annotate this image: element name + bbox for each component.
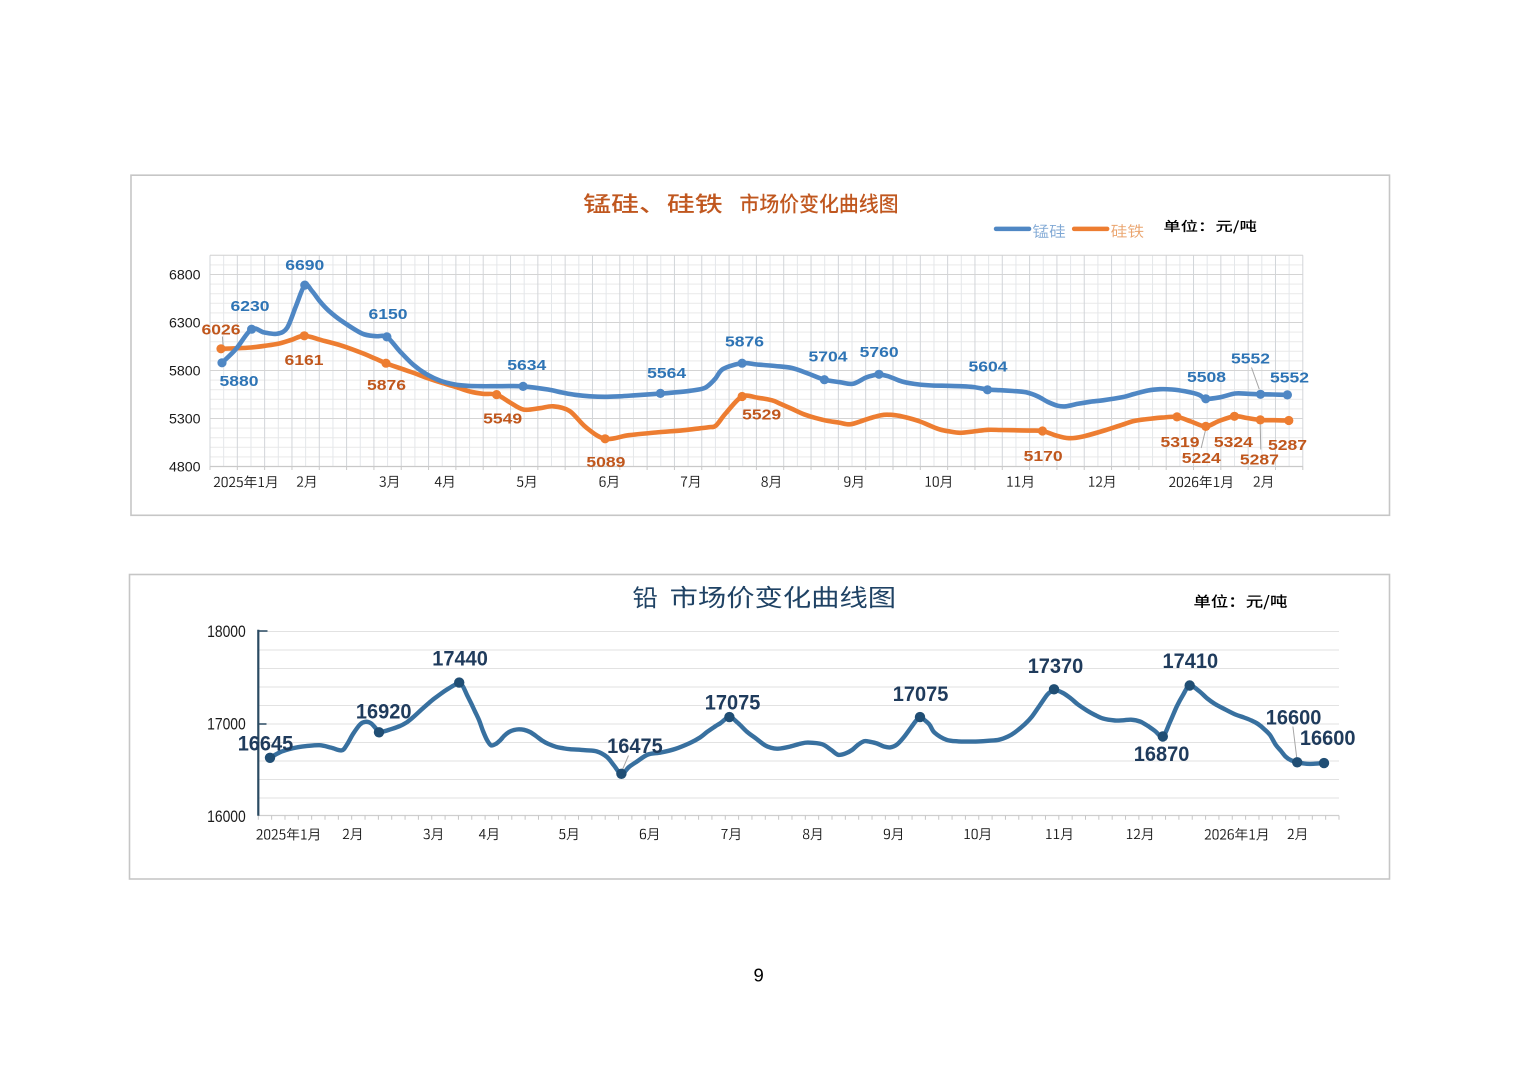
svg-text:5300: 5300 bbox=[169, 411, 201, 427]
svg-text:5876: 5876 bbox=[367, 377, 406, 394]
svg-text:17000: 17000 bbox=[207, 715, 246, 734]
svg-text:5880: 5880 bbox=[220, 373, 259, 390]
svg-text:17075: 17075 bbox=[893, 683, 949, 706]
svg-text:6150: 6150 bbox=[369, 306, 408, 323]
svg-text:17410: 17410 bbox=[1163, 650, 1219, 673]
svg-text:5287: 5287 bbox=[1268, 437, 1307, 454]
svg-text:17075: 17075 bbox=[705, 692, 761, 715]
svg-text:5549: 5549 bbox=[483, 411, 522, 428]
svg-text:5324: 5324 bbox=[1214, 434, 1254, 451]
svg-text:5508: 5508 bbox=[1187, 369, 1226, 386]
svg-text:5704: 5704 bbox=[809, 349, 849, 366]
svg-text:16475: 16475 bbox=[607, 735, 663, 758]
svg-text:5170: 5170 bbox=[1024, 448, 1063, 465]
svg-text:5529: 5529 bbox=[742, 407, 781, 424]
svg-text:5552: 5552 bbox=[1270, 369, 1309, 386]
svg-text:5089: 5089 bbox=[586, 454, 625, 471]
svg-text:18000: 18000 bbox=[207, 622, 246, 641]
svg-text:6300: 6300 bbox=[169, 315, 201, 331]
svg-text:6800: 6800 bbox=[169, 267, 201, 283]
svg-text:4800: 4800 bbox=[169, 459, 201, 475]
svg-text:5224: 5224 bbox=[1182, 450, 1222, 467]
svg-text:5800: 5800 bbox=[169, 363, 201, 379]
svg-text:5760: 5760 bbox=[860, 344, 899, 361]
svg-text:16645: 16645 bbox=[238, 733, 294, 756]
svg-text:5634: 5634 bbox=[507, 357, 547, 374]
svg-text:16000: 16000 bbox=[207, 807, 246, 826]
svg-text:16600: 16600 bbox=[1300, 727, 1356, 750]
svg-text:16600: 16600 bbox=[1266, 706, 1322, 729]
svg-text:5604: 5604 bbox=[969, 359, 1009, 376]
svg-text:9: 9 bbox=[753, 965, 763, 986]
svg-text:16920: 16920 bbox=[356, 701, 412, 724]
svg-text:6161: 6161 bbox=[285, 352, 325, 369]
svg-text:5876: 5876 bbox=[725, 334, 764, 351]
svg-text:17370: 17370 bbox=[1028, 655, 1084, 678]
svg-text:5287: 5287 bbox=[1240, 452, 1279, 469]
svg-text:16870: 16870 bbox=[1134, 743, 1190, 766]
svg-text:6026: 6026 bbox=[202, 322, 241, 339]
svg-text:5319: 5319 bbox=[1161, 434, 1200, 451]
svg-text:17440: 17440 bbox=[432, 648, 488, 671]
svg-text:6690: 6690 bbox=[285, 257, 324, 274]
svg-text:5564: 5564 bbox=[647, 365, 687, 382]
svg-text:6230: 6230 bbox=[231, 298, 270, 315]
svg-text:5552: 5552 bbox=[1231, 351, 1270, 368]
